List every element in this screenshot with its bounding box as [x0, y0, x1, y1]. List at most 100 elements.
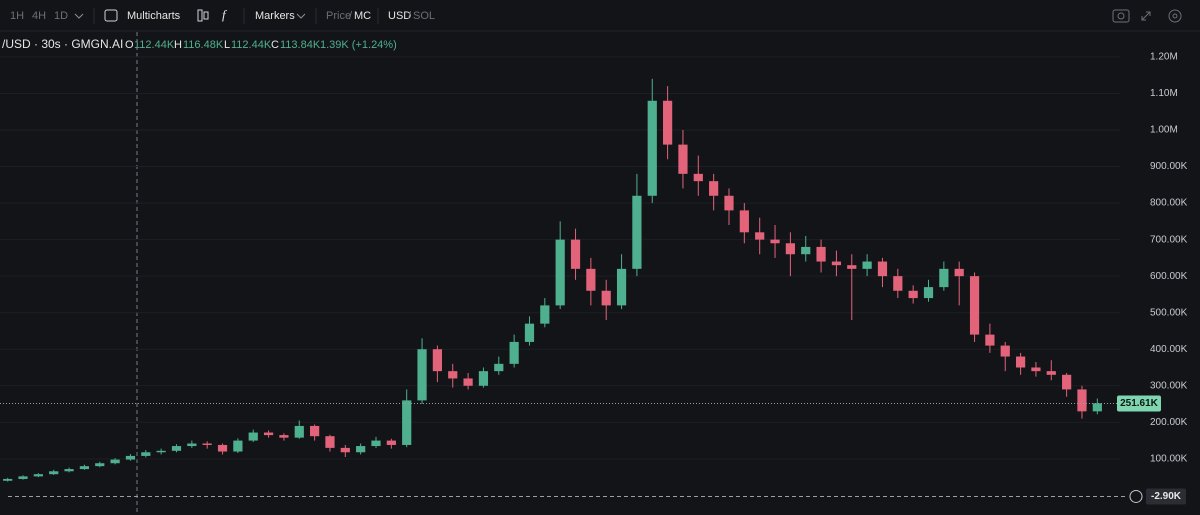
candle-body: [371, 440, 381, 447]
candle-body: [877, 261, 888, 277]
candle-body: [248, 432, 258, 441]
candle-body: [310, 425, 320, 437]
pnl-tag: [1146, 488, 1186, 505]
candle-body: [402, 400, 412, 445]
candle-body: [156, 450, 166, 453]
dropdown-icon[interactable]: [74, 13, 84, 19]
candle-body: [202, 443, 212, 445]
candle-body: [647, 100, 657, 196]
price-toggle[interactable]: Price: [326, 10, 351, 22]
toolbar: 1H 4H 1D Multicharts f Markers Price / M…: [10, 7, 1182, 24]
candle-body: [570, 239, 581, 269]
pnl-tag-label: -2.90K: [1151, 491, 1182, 502]
candle-body: [294, 425, 304, 438]
candle-body: [893, 276, 903, 291]
candle-body: [1092, 403, 1102, 412]
plot-area: 100.00K 200.00K 300.00K 400.00K 500.00K 600.0…: [0, 52, 1188, 505]
screenshot-icon: [1117, 12, 1125, 20]
candle-body: [1015, 356, 1026, 368]
y-tick-label: 200.00K: [1150, 417, 1188, 428]
ohlc-label: C: [271, 39, 279, 51]
y-tick-label: 900.00K: [1150, 161, 1188, 172]
candle-body: [847, 265, 857, 269]
candle-body: [724, 195, 734, 211]
candle-body: [95, 463, 105, 467]
ohlc-value: 112.44K: [134, 39, 175, 51]
candle-body: [678, 144, 688, 174]
candle-body: [325, 436, 335, 448]
candle-body: [509, 341, 519, 364]
separator: /: [408, 10, 412, 22]
markers-button[interactable]: Markers: [255, 10, 295, 22]
candle-body: [64, 469, 74, 472]
interval-button[interactable]: 1D: [54, 10, 68, 22]
candle-body: [279, 435, 289, 438]
candle-body: [709, 181, 719, 196]
symbol: /USD · 30s · GMGN.AI: [2, 37, 123, 51]
interval-button[interactable]: 1H: [10, 10, 24, 22]
candle-body: [18, 476, 28, 479]
y-tick-label: 1.20M: [1150, 52, 1178, 63]
candle-body: [141, 452, 151, 456]
multicharts-icon[interactable]: [104, 9, 118, 22]
y-tick-label: 400.00K: [1150, 344, 1188, 355]
y-tick-label: 1.10M: [1150, 88, 1178, 99]
ohlc-label: O: [125, 39, 134, 51]
candle-body: [831, 261, 842, 266]
y-tick-label: 100.00K: [1150, 453, 1188, 464]
mc-toggle[interactable]: MC: [354, 10, 371, 22]
candle-body: [601, 290, 611, 306]
candle-body: [125, 455, 136, 460]
candle-body: [693, 173, 703, 182]
candle-body: [1031, 367, 1041, 372]
candle-body: [816, 246, 826, 262]
candle-body: [586, 268, 596, 291]
candle-body: [1062, 374, 1072, 390]
candle-body: [985, 334, 995, 346]
candle-body: [171, 446, 182, 451]
candle-body: [524, 323, 535, 342]
candle-body: [3, 478, 13, 481]
candle-type-icon: [203, 11, 209, 20]
usd-toggle[interactable]: USD: [388, 10, 411, 22]
screenshot-button[interactable]: [1112, 9, 1130, 23]
candle-body: [356, 446, 366, 453]
multicharts-button[interactable]: Multicharts: [127, 10, 181, 22]
fullscreen-button[interactable]: [1141, 11, 1151, 21]
candle-body: [923, 287, 934, 299]
sol-toggle[interactable]: SOL: [413, 10, 435, 22]
price-tag: [1117, 395, 1161, 412]
candle-body: [1000, 345, 1010, 357]
candle-body: [432, 349, 442, 372]
ohlc-label: L: [224, 39, 230, 51]
legend: /USD · 30s · GMGN.AI O 112.44K H 116.48K…: [2, 37, 397, 51]
pnl-add-button[interactable]: [1129, 489, 1143, 503]
candle-body: [1077, 389, 1087, 412]
y-tick-label: 800.00K: [1150, 198, 1188, 209]
y-tick-label: 600.00K: [1150, 271, 1188, 282]
candle-body: [386, 440, 396, 445]
settings-button[interactable]: [1168, 9, 1182, 23]
interval-button[interactable]: 4H: [32, 10, 46, 22]
candle-body: [79, 466, 90, 470]
candle-body: [785, 243, 795, 255]
candle-body: [49, 471, 59, 475]
candle-body: [632, 195, 642, 269]
ohlc-value: 113.84K: [280, 39, 321, 51]
candle-type-icon[interactable]: [197, 9, 203, 22]
candle-body: [33, 474, 43, 477]
candle-body: [463, 378, 473, 386]
candle-body: [616, 268, 627, 306]
candle-body: [801, 246, 811, 255]
dropdown-icon[interactable]: [296, 13, 306, 19]
candle-body: [954, 268, 964, 277]
y-tick-label: 300.00K: [1150, 380, 1188, 391]
indicators-icon[interactable]: f: [222, 7, 228, 22]
candle-body: [478, 371, 489, 386]
settings-icon: [1172, 13, 1178, 19]
candle-body: [663, 100, 673, 145]
change-value: 1.39K (+1.24%): [320, 39, 397, 51]
